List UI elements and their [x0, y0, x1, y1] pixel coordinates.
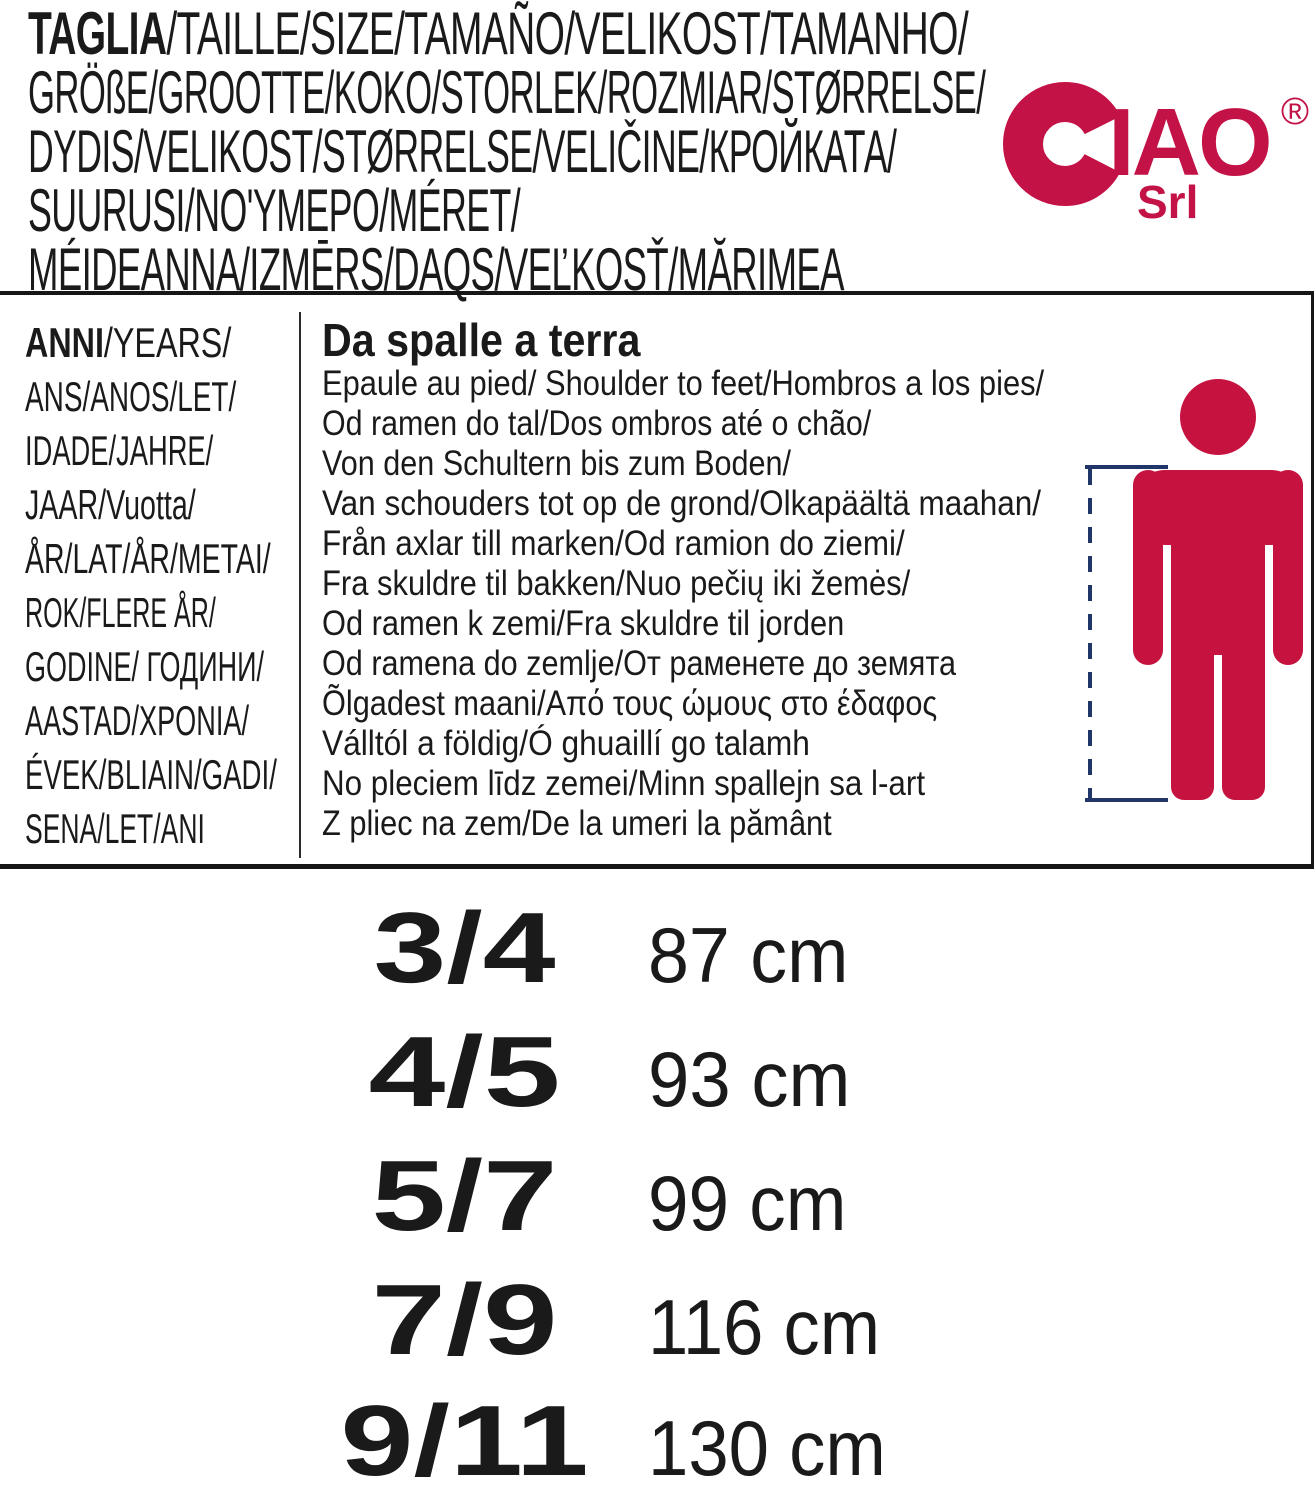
table-row: 4/5 93 cm — [310, 1020, 860, 1154]
horizontal-rule-bottom — [0, 864, 1314, 869]
height-cell: 87 cm — [648, 911, 849, 999]
size-title-rest: /TAILLE/SIZE/TAMAÑO/VELIKOST/TAMANHO/ — [166, 0, 969, 67]
age-line: GODINE/ ГОДИНИ/ — [25, 643, 264, 690]
table-row: 3/4 87 cm — [310, 896, 860, 1030]
figure-area — [1080, 360, 1314, 805]
measurement-line: Von den Schultern bis zum Boden/ — [322, 444, 792, 483]
age-line: ROK/FLERE ÅR/ — [25, 589, 216, 636]
measurement-line: Válltól a földig/Ó ghuaillí go talamh — [322, 724, 810, 763]
logo-c-ring — [1003, 82, 1127, 206]
ciao-logo-icon: IAO ® Srl — [1003, 82, 1309, 228]
table-row: 7/9 116 cm — [310, 1268, 898, 1402]
age-label-rest: /YEARS/ — [103, 319, 232, 366]
age-line: ANNI/YEARS/ — [25, 316, 408, 370]
age-line: AASTAD/XPONIA/ — [25, 697, 249, 744]
height-cell: 116 cm — [648, 1283, 880, 1371]
age-line: SENA/LET/ANI — [25, 805, 205, 852]
age-cell: 3/4 — [373, 892, 557, 1004]
logo-letters: IAO — [1108, 89, 1270, 196]
age-line: ÅR/LAT/ÅR/METAI/ — [25, 535, 271, 582]
age-line: ÉVEK/BLIAIN/GADI/ — [25, 751, 277, 798]
age-line: IDADE/JAHRE/ — [25, 427, 214, 474]
age-cell: 5/7 — [371, 1140, 559, 1252]
right-border — [1311, 293, 1314, 866]
size-title-line: MÉIDEANNA/IZMĒRS/DAQS/VEĽKOSŤ/MĂRIMEA — [28, 236, 845, 303]
measurement-line: Från axlar till marken/Od ramion do ziem… — [322, 524, 905, 563]
registered-trademark-icon: ® — [1281, 91, 1309, 133]
age-label-bold: ANNI — [25, 319, 104, 366]
size-title-line: SUURUSI/NO'YMEPO/MÉRET/ — [28, 177, 521, 244]
table-row: 5/7 99 cm — [310, 1144, 860, 1278]
column-divider — [299, 312, 301, 858]
age-line: JAAR/Vuotta/ — [25, 481, 196, 528]
measurement-line: No pleciem līdz zemei/Minn spallejn sa l… — [322, 764, 926, 803]
height-cell: 93 cm — [648, 1035, 851, 1123]
measurement-line: Fra skuldre til bakken/Nuo pečių iki žem… — [322, 564, 911, 603]
height-cell: 99 cm — [648, 1159, 847, 1247]
height-bracket-icon — [1085, 465, 1168, 802]
measurement-description: Da spalle a terra Epaule au pied/ Should… — [322, 316, 1141, 844]
table-row: 9/11 130 cm — [310, 1389, 904, 1500]
measurement-line: Z pliec na zem/De la umeri la pământ — [322, 804, 832, 843]
age-cell: 9/11 — [340, 1385, 590, 1497]
height-cell: 130 cm — [648, 1404, 886, 1492]
ciao-srl-logo: IAO ® Srl — [995, 60, 1314, 232]
horizontal-rule-top — [0, 291, 1314, 295]
measurement-line: Od ramena do zemlje/От раменете до земят… — [322, 644, 957, 683]
measurement-title: Da spalle a terra — [322, 314, 641, 366]
measurement-line: Õlgadest maani/Από τους ώμους στο έδαφος — [322, 684, 938, 723]
size-title-line: TAGLIA/TAILLE/SIZE/TAMAÑO/VELIKOST/TAMAN… — [28, 4, 1314, 64]
size-title-block: TAGLIA/TAILLE/SIZE/TAMAÑO/VELIKOST/TAMAN… — [28, 4, 1314, 303]
age-cell: 7/9 — [371, 1264, 559, 1376]
measurement-line: Epaule au pied/ Shoulder to feet/Hombros… — [322, 364, 1045, 403]
age-line: ANS/ANOS/LET/ — [25, 373, 237, 420]
size-title-line: GRÖßE/GROOTTE/KOKO/STORLEK/ROZMIAR/STØRR… — [28, 59, 986, 126]
measurement-line: Van schouders tot op de grond/Olkapäältä… — [322, 484, 1042, 523]
measurement-line: Od ramen k zemi/Fra skuldre til jorden — [322, 604, 845, 643]
age-cell: 4/5 — [368, 1016, 562, 1128]
logo-srl: Srl — [1137, 176, 1198, 228]
age-column: ANNI/YEARS/ ANS/ANOS/LET/ IDADE/JAHRE/ J… — [25, 316, 408, 856]
person-silhouette-icon — [1133, 379, 1303, 800]
measurement-line: Od ramen do tal/Dos ombros até o chão/ — [322, 404, 872, 443]
person-figure-icon — [1085, 379, 1303, 802]
size-title-bold: TAGLIA — [28, 0, 167, 67]
size-title-line: DYDIS/VELIKOST/STØRRELSE/VELIČINE/КРОЙКА… — [28, 118, 897, 185]
